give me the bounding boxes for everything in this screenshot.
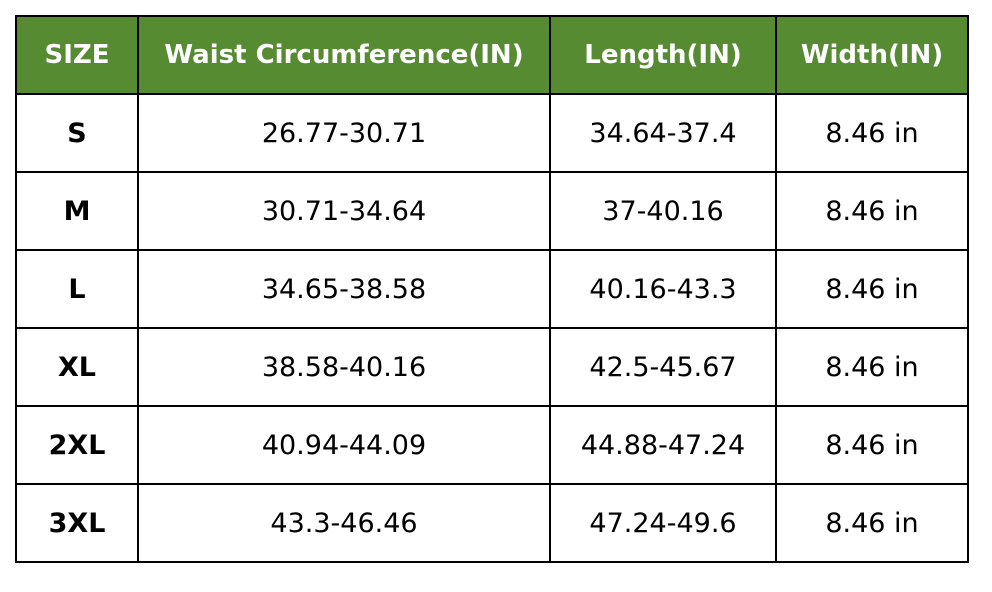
table-row: M 30.71-34.64 37-40.16 8.46 in	[15, 171, 969, 251]
cell-size: M	[15, 171, 139, 251]
cell-length: 47.24-49.6	[549, 483, 777, 563]
cell-length: 34.64-37.4	[549, 93, 777, 173]
cell-size: 3XL	[15, 483, 139, 563]
table-row: XL 38.58-40.16 42.5-45.67 8.46 in	[15, 327, 969, 407]
table-row: 2XL 40.94-44.09 44.88-47.24 8.46 in	[15, 405, 969, 485]
cell-waist: 40.94-44.09	[137, 405, 551, 485]
table-row: S 26.77-30.71 34.64-37.4 8.46 in	[15, 93, 969, 173]
cell-length: 37-40.16	[549, 171, 777, 251]
table-row: L 34.65-38.58 40.16-43.3 8.46 in	[15, 249, 969, 329]
cell-size: XL	[15, 327, 139, 407]
table-row: 3XL 43.3-46.46 47.24-49.6 8.46 in	[15, 483, 969, 563]
cell-width: 8.46 in	[775, 93, 969, 173]
header-width: Width(IN)	[775, 15, 969, 95]
cell-waist: 43.3-46.46	[137, 483, 551, 563]
header-length: Length(IN)	[549, 15, 777, 95]
cell-width: 8.46 in	[775, 171, 969, 251]
header-size: SIZE	[15, 15, 139, 95]
cell-waist: 34.65-38.58	[137, 249, 551, 329]
cell-width: 8.46 in	[775, 405, 969, 485]
cell-width: 8.46 in	[775, 249, 969, 329]
cell-waist: 26.77-30.71	[137, 93, 551, 173]
cell-width: 8.46 in	[775, 327, 969, 407]
cell-length: 40.16-43.3	[549, 249, 777, 329]
cell-length: 44.88-47.24	[549, 405, 777, 485]
cell-waist: 30.71-34.64	[137, 171, 551, 251]
cell-waist: 38.58-40.16	[137, 327, 551, 407]
cell-size: 2XL	[15, 405, 139, 485]
header-waist: Waist Circumference(IN)	[137, 15, 551, 95]
cell-size: S	[15, 93, 139, 173]
cell-size: L	[15, 249, 139, 329]
cell-length: 42.5-45.67	[549, 327, 777, 407]
header-row: SIZE Waist Circumference(IN) Length(IN) …	[15, 15, 969, 95]
size-chart-table: SIZE Waist Circumference(IN) Length(IN) …	[15, 15, 969, 563]
cell-width: 8.46 in	[775, 483, 969, 563]
